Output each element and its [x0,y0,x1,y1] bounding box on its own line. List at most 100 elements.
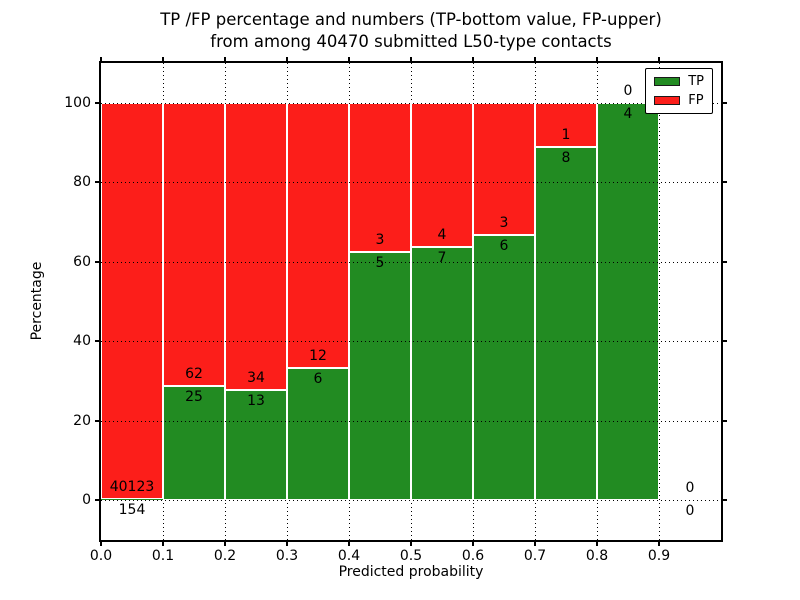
x-tick-mark [162,540,164,546]
x-tick-label: 0.2 [213,548,237,564]
y-tick-mark [95,340,101,343]
horizontal-gridline [101,261,721,263]
y-tick-label: 100 [64,94,91,111]
plot-area: TP FP 40123 154 62 25 34 13 12 6 3 5 4 7 3 6 1 8 0 4 0 0 0.0… [64,57,727,564]
tp-count-label: 6 [499,238,509,255]
y-tick-mark-right [721,181,727,184]
legend-item-fp: FP [654,94,704,107]
tp-bar-segment [287,367,349,501]
fp-count-label: 40123 [109,478,155,495]
x-tick-mark [596,540,598,546]
horizontal-gridline [101,102,721,104]
vertical-gridline [659,63,660,540]
tp-count-label: 8 [561,149,571,166]
fp-count-label: 1 [561,126,571,143]
y-tick-label: 60 [73,253,91,270]
x-tick-mark [100,540,102,546]
x-axis-label: Predicted probability [338,564,484,580]
horizontal-gridline [101,182,721,184]
tp-bar-segment [101,498,163,501]
x-tick-mark-top [286,57,288,63]
x-tick-mark-top [224,57,226,63]
y-tick-mark [95,260,101,263]
x-tick-mark [348,540,350,546]
y-tick-label: 40 [73,333,91,350]
fp-legend-label: FP [688,93,704,108]
tp-count-label: 154 [118,501,146,518]
fp-bar-segment [411,102,473,248]
horizontal-gridline [101,500,721,502]
y-tick-mark-right [721,419,727,422]
fp-bar-segment [473,102,535,236]
tp-count-label: 13 [247,393,265,410]
x-tick-mark-top [596,57,598,63]
chart-title: TP /FP percentage and numbers (TP-bottom… [101,9,721,53]
tp-count-label: 7 [437,250,447,267]
tp-legend-swatch [654,77,681,86]
tp-bar-segment [225,390,287,501]
tp-bar-segment [411,247,473,501]
x-tick-label: 0.9 [647,548,671,564]
fp-bar-segment [101,102,163,499]
tp-bar-segment [349,251,411,501]
x-tick-mark-top [658,57,660,63]
fp-count-label: 4 [437,227,447,244]
x-tick-mark-top [472,57,474,63]
x-tick-mark [224,540,226,546]
x-tick-mark-top [410,57,412,63]
y-tick-mark [95,419,101,422]
chart-title-line2: from among 40470 submitted L50-type cont… [210,32,612,51]
x-tick-label: 0.3 [275,548,299,564]
fp-bar-segment [287,102,349,368]
fp-count-label: 0 [685,480,695,497]
x-tick-mark [286,540,288,546]
y-tick-mark [95,181,101,184]
x-tick-mark-top [100,57,102,63]
horizontal-gridline [101,341,721,343]
y-tick-mark-right [721,340,727,343]
legend: TP FP [645,68,713,114]
tp-legend-label: TP [688,74,704,89]
fp-count-label: 12 [309,347,327,364]
y-tick-mark-right [721,101,727,104]
y-tick-mark-right [721,499,727,502]
y-tick-mark [95,499,101,502]
fp-bar-segment [225,102,287,391]
x-tick-mark [472,540,474,546]
fp-legend-swatch [654,96,681,105]
fp-count-label: 3 [375,231,385,248]
tp-bar-segment [535,146,597,501]
fp-count-label: 62 [185,366,203,383]
y-tick-mark [95,101,101,104]
x-tick-label: 0.7 [523,548,547,564]
tp-bar-segment [163,386,225,501]
x-tick-label: 0.4 [337,548,361,564]
x-tick-label: 0.5 [399,548,423,564]
tp-count-label: 0 [685,503,695,520]
fp-count-label: 0 [623,82,633,99]
fp-bar-segment [163,102,225,386]
y-tick-label: 80 [73,174,91,191]
fp-count-label: 34 [247,370,265,387]
y-tick-label: 20 [73,412,91,429]
y-tick-label: 0 [82,492,91,509]
tp-count-label: 25 [185,389,203,405]
x-tick-mark [410,540,412,546]
x-tick-label: 0.0 [89,548,113,564]
x-tick-label: 0.6 [461,548,485,564]
legend-item-tp: TP [654,75,704,88]
x-tick-label: 0.1 [151,548,175,564]
fp-bar-segment [349,102,411,252]
fp-bar-segment [535,102,597,147]
horizontal-gridline [101,420,721,422]
x-tick-label: 0.8 [585,548,609,564]
tp-count-label: 4 [623,105,633,122]
x-tick-mark-top [162,57,164,63]
x-tick-mark-top [348,57,350,63]
tp-bar-segment [473,235,535,501]
x-tick-mark-top [534,57,536,63]
fp-count-label: 3 [499,215,509,232]
tp-bar-segment [597,102,659,501]
x-tick-mark [534,540,536,546]
